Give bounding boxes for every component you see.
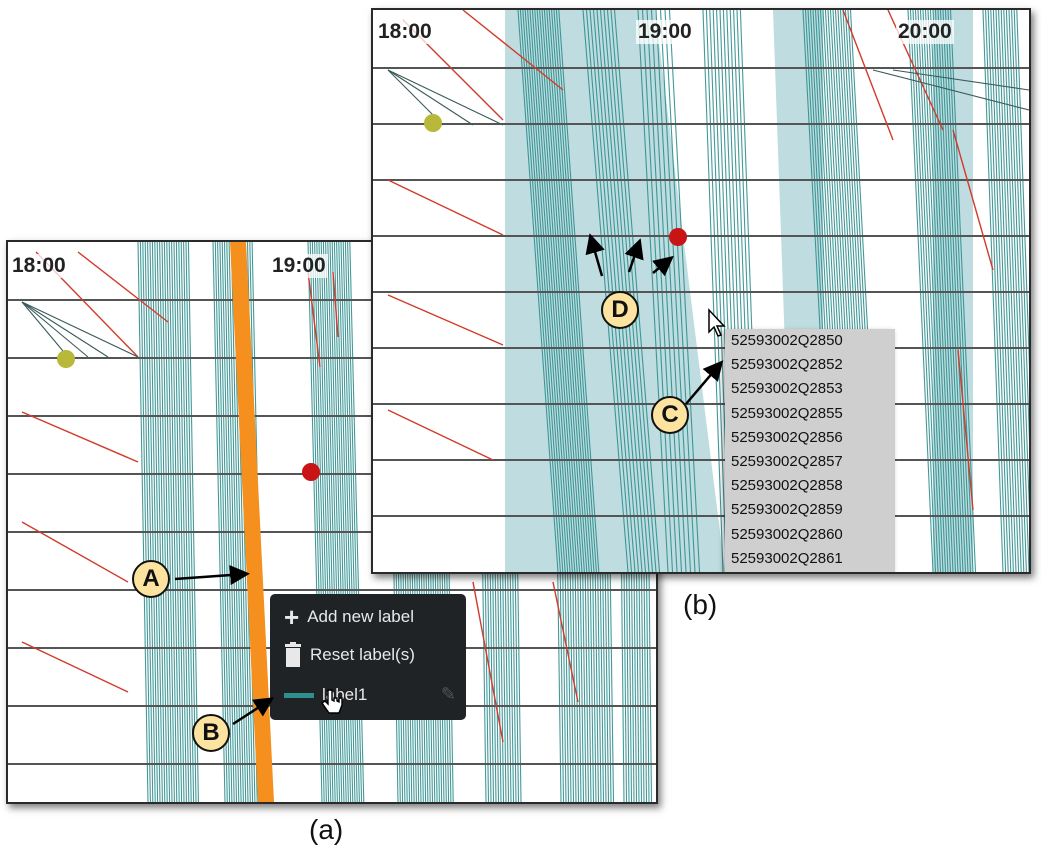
red-train-line	[472, 581, 504, 743]
caption-a: (a)	[309, 814, 344, 845]
selected-train-highlight	[230, 242, 274, 802]
red-train-line	[387, 294, 504, 346]
train-id-tooltip: 52593002Q2850 52593002Q2852 52593002Q285…	[725, 329, 895, 572]
fan-line	[387, 69, 474, 126]
red-train-line	[842, 10, 894, 141]
tooltip-id: 52593002Q2856	[731, 428, 843, 446]
hand-cursor-icon	[321, 689, 343, 714]
tooltip-id: 52593002Q2860	[731, 525, 843, 543]
time-label-1900: 19:00	[270, 254, 328, 278]
time-label-1900: 19:00	[636, 20, 694, 44]
red-train-line	[21, 411, 139, 463]
train-line	[171, 242, 183, 802]
train-line	[142, 242, 154, 802]
red-train-line	[21, 641, 129, 693]
train-line	[156, 242, 168, 802]
train-line	[163, 242, 175, 802]
pointer-cursor-icon	[708, 308, 726, 337]
train-line	[187, 242, 199, 802]
red-train-line	[957, 349, 974, 511]
add-label-menu-item[interactable]: + Add new label	[284, 602, 414, 632]
train-line	[219, 242, 233, 802]
time-label-1800: 18:00	[376, 20, 434, 44]
train-line	[154, 242, 166, 802]
train-line	[151, 242, 163, 802]
callout-b: B	[192, 714, 230, 752]
red-train-line	[307, 271, 321, 368]
tooltip-id: 52593002Q2850	[731, 332, 843, 349]
red-train-line	[462, 10, 564, 91]
yellow-marker-dot	[57, 350, 75, 368]
train-line	[149, 242, 161, 802]
callout-c: C	[651, 396, 689, 434]
train-line	[159, 242, 171, 802]
train-line	[217, 242, 231, 802]
red-marker-dot	[669, 228, 687, 246]
red-marker-dot	[302, 463, 320, 481]
train-line	[180, 242, 192, 802]
train-line	[161, 242, 173, 802]
train-line	[147, 242, 159, 802]
context-menu: + Add new label Reset label(s) label1 ✎	[270, 594, 466, 720]
fan-line	[21, 301, 109, 358]
train-line	[168, 242, 180, 802]
pencil-icon[interactable]: ✎	[440, 684, 456, 704]
reset-label-text: Reset label(s)	[310, 645, 415, 664]
time-label-2000: 20:00	[896, 20, 954, 44]
fan-line	[872, 69, 1029, 111]
tooltip-id: 52593002Q2861	[731, 549, 843, 567]
train-line	[221, 242, 235, 802]
red-train-line	[21, 521, 129, 583]
trash-icon	[285, 642, 301, 667]
train-line	[173, 242, 185, 802]
train-line	[212, 242, 226, 802]
tooltip-id: 52593002Q2853	[731, 380, 843, 398]
callout-a: A	[132, 560, 170, 598]
train-line	[175, 242, 187, 802]
fan-line	[21, 301, 69, 358]
tooltip-id: 52593002Q2859	[731, 501, 843, 519]
fan-line	[21, 301, 139, 358]
red-train-line	[387, 409, 494, 461]
time-label-1800: 18:00	[10, 254, 68, 278]
tooltip-id: 52593002Q2852	[731, 356, 843, 374]
fan-line	[892, 69, 1029, 91]
fan-line	[387, 69, 504, 126]
panel-b: 18:00 19:00 20:00 52593002Q2850 52593002…	[371, 8, 1031, 574]
caption-b: (b)	[683, 589, 718, 620]
train-line	[166, 242, 178, 802]
tooltip-id: 52593002Q2855	[731, 404, 843, 422]
stringline-canvas-b[interactable]	[373, 10, 1029, 572]
red-train-line	[552, 581, 579, 703]
red-train-line	[332, 271, 339, 338]
train-line	[178, 242, 190, 802]
red-train-line	[77, 251, 169, 323]
tooltip-id: 52593002Q2858	[731, 477, 843, 495]
train-line	[137, 242, 149, 802]
plus-icon: +	[284, 602, 300, 632]
red-train-line	[387, 179, 504, 236]
train-line	[185, 242, 197, 802]
yellow-marker-dot	[424, 114, 442, 132]
add-label-text: Add new label	[307, 607, 414, 626]
train-line	[139, 242, 151, 802]
fan-line	[21, 301, 89, 358]
train-line	[144, 242, 156, 802]
train-line	[183, 242, 195, 802]
tooltip-id: 52593002Q2857	[731, 452, 843, 470]
red-train-line	[952, 129, 994, 271]
label1-menu-item[interactable]: label1 ✎	[284, 680, 456, 710]
train-line	[214, 242, 228, 802]
reset-label-menu-item[interactable]: Reset label(s)	[284, 640, 415, 670]
callout-d: D	[601, 291, 639, 329]
label-color-swatch	[284, 692, 314, 698]
